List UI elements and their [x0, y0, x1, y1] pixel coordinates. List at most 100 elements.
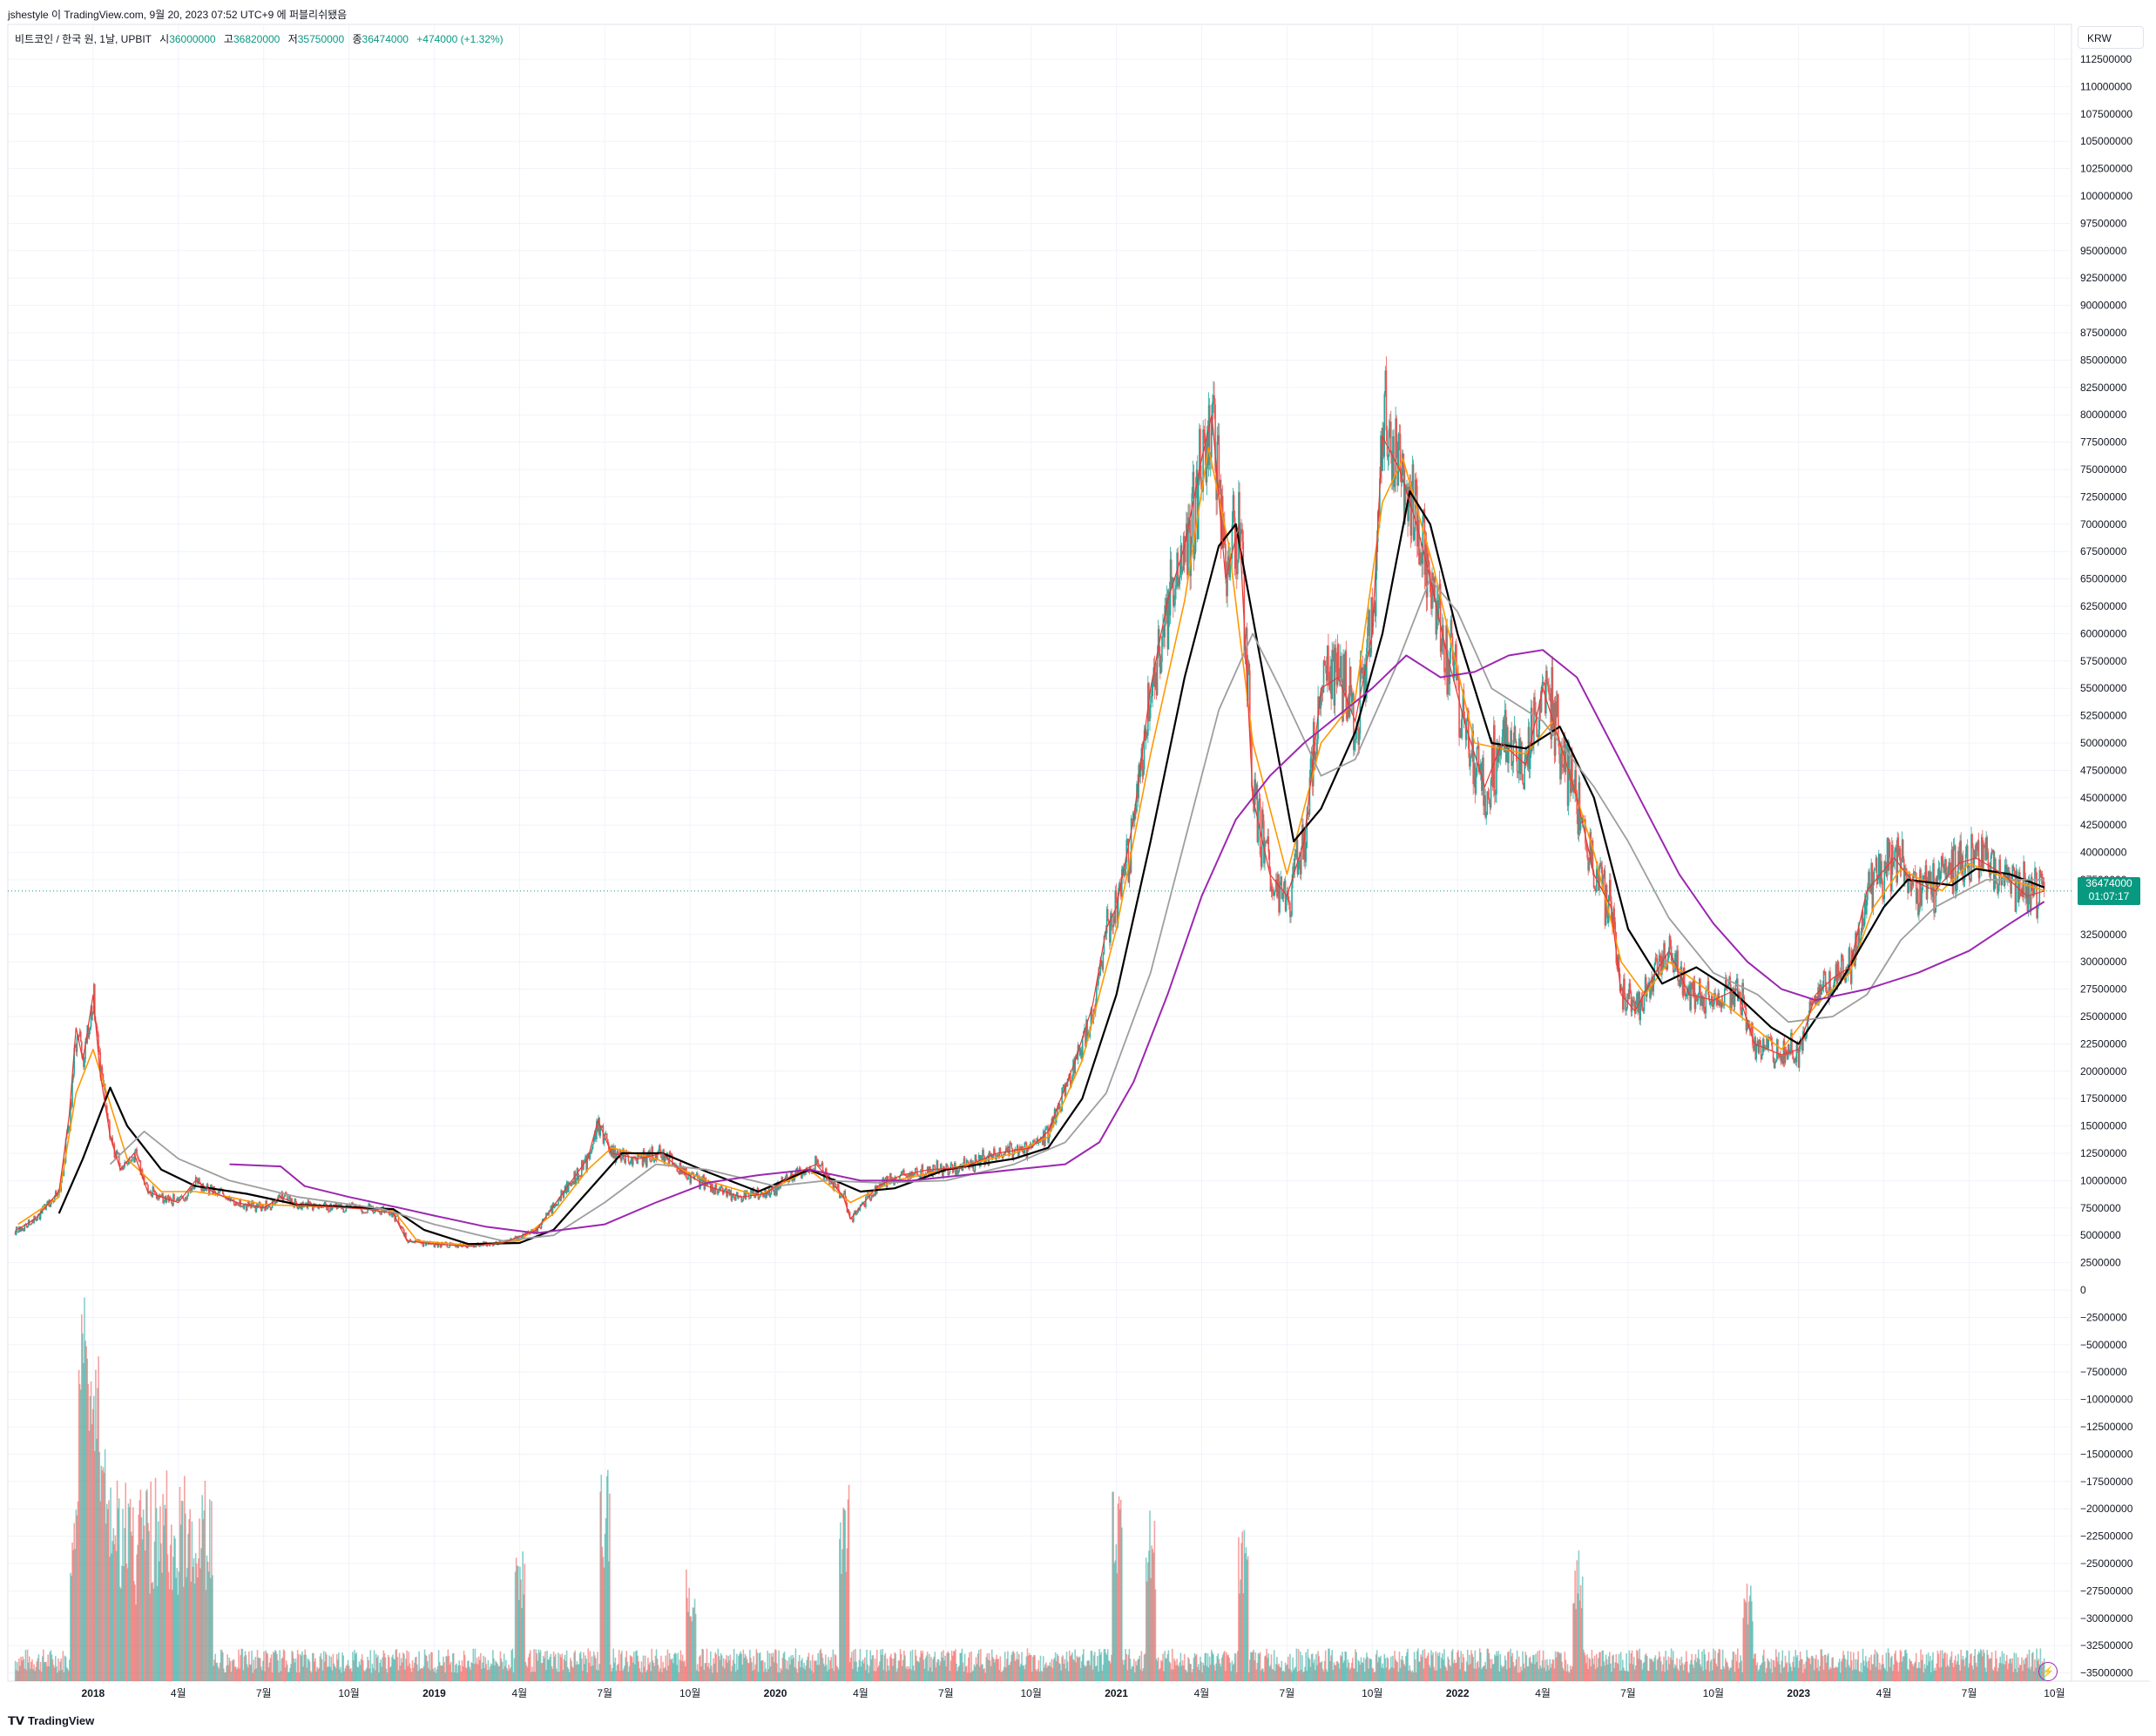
candle-body — [1072, 1059, 1074, 1077]
volume-bar — [1892, 1671, 1894, 1681]
volume-bar — [1209, 1665, 1212, 1681]
volume-bar — [1853, 1652, 1855, 1681]
x-tick-label: 2018 — [82, 1687, 105, 1699]
candle-body — [520, 1236, 522, 1238]
volume-bar — [244, 1651, 247, 1681]
volume-bar — [1058, 1656, 1059, 1681]
volume-bar — [936, 1662, 938, 1681]
volume-bar — [1067, 1671, 1070, 1681]
volume-bar — [37, 1654, 40, 1681]
volume-bar — [342, 1655, 344, 1681]
candle-body — [637, 1154, 639, 1164]
candle-body — [245, 1204, 247, 1212]
volume-bar — [32, 1669, 34, 1681]
volume-bar — [1290, 1670, 1292, 1681]
volume-bar — [516, 1565, 518, 1681]
volume-bar — [139, 1500, 141, 1681]
volume-bar — [77, 1501, 79, 1681]
volume-bar — [460, 1671, 463, 1681]
candle-body — [108, 1119, 110, 1122]
volume-bar — [1741, 1672, 1743, 1681]
volume-bar — [1847, 1651, 1849, 1681]
volume-bar — [1463, 1657, 1465, 1681]
volume-bar — [514, 1571, 517, 1681]
candle-body — [729, 1190, 732, 1196]
candle-body — [595, 1131, 597, 1139]
volume-bar — [1024, 1664, 1027, 1681]
volume-bar — [904, 1655, 906, 1681]
candle-body — [906, 1175, 908, 1179]
volume-bar — [1881, 1664, 1882, 1681]
volume-bar — [2011, 1658, 2013, 1681]
volume-bar — [852, 1669, 854, 1681]
volume-bar — [1197, 1664, 1200, 1681]
candle-body — [167, 1195, 170, 1201]
candle-body — [265, 1200, 267, 1211]
candle-body — [1052, 1118, 1055, 1127]
volume-bar — [159, 1561, 160, 1681]
volume-bar — [644, 1655, 646, 1681]
volume-bar — [451, 1653, 454, 1681]
volume-bar — [1656, 1659, 1659, 1681]
volume-bar — [844, 1510, 847, 1681]
volume-bar — [224, 1672, 226, 1681]
volume-bar — [141, 1539, 144, 1681]
volume-bar — [1738, 1668, 1740, 1681]
candle-body — [781, 1177, 783, 1183]
volume-bar — [1712, 1670, 1713, 1681]
volume-bar — [242, 1670, 245, 1681]
candle-body — [1200, 429, 1201, 478]
candle-body — [217, 1191, 220, 1195]
volume-bar — [980, 1649, 982, 1681]
volume-bar — [795, 1668, 798, 1681]
volume-bar — [1808, 1658, 1811, 1681]
volume-bar — [351, 1671, 353, 1681]
volume-bar — [898, 1660, 901, 1681]
candle-body — [564, 1185, 566, 1192]
volume-bar — [1982, 1656, 1984, 1681]
volume-bar — [1538, 1650, 1541, 1681]
candle-body — [1132, 813, 1134, 821]
volume-bar — [1790, 1666, 1792, 1681]
candle-body — [736, 1192, 738, 1196]
volume-bar — [1900, 1651, 1903, 1681]
volume-bar — [1525, 1655, 1528, 1681]
volume-bar — [1262, 1668, 1264, 1681]
volume-bar — [60, 1658, 62, 1681]
candle-body — [1240, 529, 1242, 534]
volume-bar — [1086, 1660, 1088, 1681]
volume-bar — [840, 1522, 841, 1681]
volume-bar — [177, 1594, 179, 1681]
y-tick-label: −32500000 — [2080, 1639, 2133, 1652]
volume-bar — [1184, 1669, 1186, 1681]
volume-bar — [666, 1649, 669, 1681]
candle-body — [949, 1168, 951, 1173]
volume-bar — [707, 1663, 710, 1681]
volume-bar — [1565, 1659, 1567, 1681]
volume-bar — [589, 1651, 591, 1681]
candle-body — [815, 1156, 817, 1165]
candle-body — [916, 1168, 917, 1170]
volume-bar — [333, 1663, 335, 1681]
candle-body — [335, 1203, 337, 1206]
volume-bar — [934, 1652, 936, 1681]
volume-bar — [1916, 1668, 1918, 1681]
volume-bar — [1245, 1547, 1247, 1681]
volume-bar — [670, 1659, 672, 1681]
volume-bar — [150, 1481, 152, 1681]
volume-bar — [937, 1659, 940, 1681]
volume-bar — [1188, 1658, 1190, 1681]
volume-bar — [1896, 1660, 1897, 1681]
volume-bar — [1914, 1661, 1916, 1681]
candle-body — [730, 1190, 733, 1201]
candle-body — [773, 1191, 775, 1195]
y-tick-label: −27500000 — [2080, 1584, 2133, 1597]
candle-body — [272, 1200, 274, 1205]
candle-body — [166, 1198, 168, 1203]
volume-bar — [1035, 1669, 1037, 1681]
candle-body — [456, 1245, 458, 1248]
volume-bar — [194, 1553, 197, 1681]
volume-bar — [1012, 1651, 1015, 1681]
volume-bar — [665, 1655, 667, 1681]
candle-body — [105, 1105, 108, 1114]
